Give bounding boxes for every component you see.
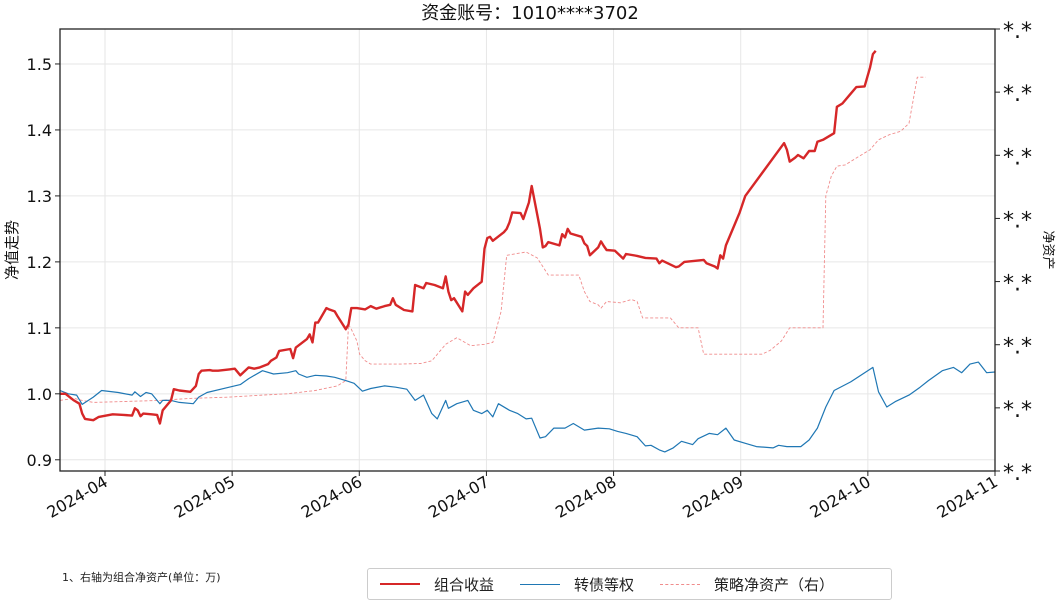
y-axis-left: 0.9 1.0 1.1 1.2 1.3 1.4 1.5	[27, 55, 60, 470]
x-tick-label: 2024-10	[806, 472, 873, 522]
legend-item-portfolio: 组合收益	[380, 574, 494, 595]
y-axis-right-label: 净资产	[1040, 230, 1055, 269]
y-tick-label: 1.4	[27, 121, 52, 140]
y-right-tick-label: *.*	[1003, 398, 1032, 423]
y-right-tick-label: *.*	[1003, 19, 1032, 44]
series-line-portfolio	[60, 50, 877, 425]
x-axis: 2024-04 2024-05 2024-06 2024-07 2024-08 2024-…	[44, 471, 1001, 522]
y-tick-label: 1.0	[27, 385, 52, 404]
legend-label-strategy-assets: 策略净资产（右）	[714, 575, 835, 594]
legend-swatch-strategy-assets	[660, 583, 701, 585]
series-line-strategy-assets	[59, 76, 926, 403]
plot-frame	[59, 28, 996, 472]
x-tick-label: 2024-04	[44, 472, 111, 522]
y-tick-label: 1.5	[27, 55, 52, 74]
y-tick-label: 1.1	[27, 319, 52, 338]
x-tick-label: 2024-11	[934, 472, 1001, 522]
legend-item-strategy-assets: 策略净资产（右）	[660, 574, 834, 595]
y-tick-label: 1.2	[27, 253, 52, 272]
legend-label-cb-equal: 转债等权	[574, 575, 635, 594]
x-tick-label: 2024-05	[171, 472, 238, 522]
grid	[60, 29, 996, 471]
legend: 组合收益 转债等权 策略净资产（右）	[367, 568, 892, 600]
x-tick-label: 2024-08	[552, 472, 619, 522]
x-tick-label: 2024-09	[679, 472, 746, 522]
y-axis-right: *.* *.* *.* *.* *.* *.* *.* *.*	[995, 19, 1032, 486]
legend-swatch-portfolio	[380, 583, 420, 585]
y-axis-left-label: 净值走势	[3, 220, 21, 280]
legend-swatch-cb-equal	[520, 583, 561, 585]
y-tick-label: 0.9	[27, 451, 52, 470]
y-right-tick-label: *.*	[1003, 461, 1032, 486]
y-tick-label: 1.3	[27, 187, 52, 206]
series-line-cb-equal	[59, 361, 996, 453]
y-right-tick-label: *.*	[1003, 335, 1032, 360]
legend-item-cb-equal: 转债等权	[520, 574, 634, 595]
legend-label-portfolio: 组合收益	[434, 575, 495, 594]
y-right-tick-label: *.*	[1003, 145, 1032, 170]
series-layer	[59, 50, 996, 453]
x-tick-label: 2024-06	[298, 472, 365, 522]
y-right-tick-label: *.*	[1003, 208, 1032, 233]
chart-title: 资金账号：1010****3702	[421, 3, 639, 24]
y-right-tick-label: *.*	[1003, 272, 1032, 297]
footnote: 1、右轴为组合净资产(单位：万)	[62, 571, 221, 584]
x-tick-label: 2024-07	[425, 472, 492, 522]
y-right-tick-label: *.*	[1003, 82, 1032, 107]
